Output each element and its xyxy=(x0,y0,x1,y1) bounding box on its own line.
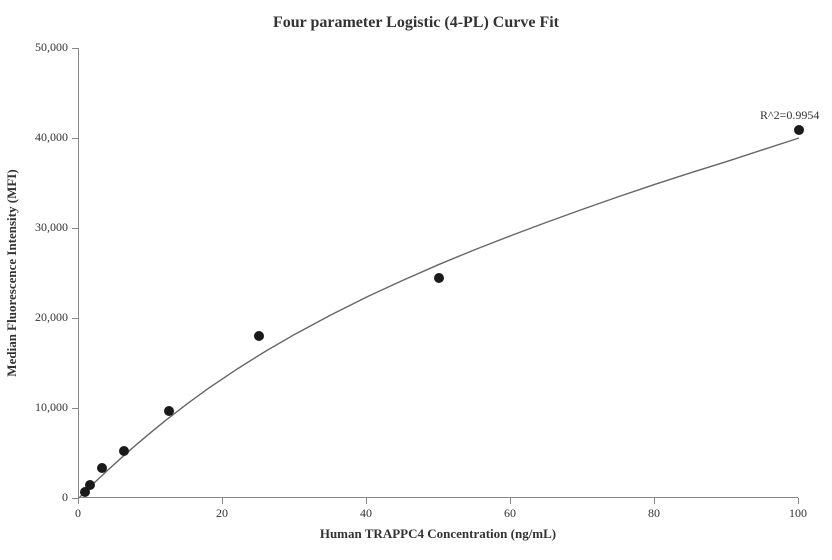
r-squared-annotation: R^2=0.9954 xyxy=(760,108,819,123)
data-point xyxy=(254,331,264,341)
x-tick xyxy=(78,498,79,504)
y-tick-label: 50,000 xyxy=(35,40,68,55)
y-tick xyxy=(72,408,78,409)
y-tick-label: 30,000 xyxy=(35,220,68,235)
y-tick-label: 10,000 xyxy=(35,400,68,415)
x-tick-label: 20 xyxy=(202,506,242,521)
data-point xyxy=(434,273,444,283)
x-tick xyxy=(222,498,223,504)
x-tick-label: 40 xyxy=(346,506,386,521)
x-tick xyxy=(510,498,511,504)
data-point xyxy=(164,406,174,416)
y-tick-label: 40,000 xyxy=(35,130,68,145)
data-point xyxy=(97,463,107,473)
y-tick xyxy=(72,318,78,319)
x-tick-label: 80 xyxy=(634,506,674,521)
data-point xyxy=(794,125,804,135)
data-point xyxy=(85,480,95,490)
x-tick-label: 100 xyxy=(778,506,818,521)
x-axis-label: Human TRAPPC4 Concentration (ng/mL) xyxy=(258,526,618,542)
data-point xyxy=(119,446,129,456)
plot-area xyxy=(78,48,798,498)
x-tick xyxy=(798,498,799,504)
x-tick-label: 60 xyxy=(490,506,530,521)
y-axis-label: Median Fluorescence Intensity (MFI) xyxy=(4,143,20,403)
y-tick xyxy=(72,138,78,139)
chart-container: Four parameter Logistic (4-PL) Curve Fit… xyxy=(0,0,832,560)
fit-curve-path xyxy=(79,138,799,498)
x-tick-label: 0 xyxy=(58,506,98,521)
chart-title: Four parameter Logistic (4-PL) Curve Fit xyxy=(0,14,832,32)
y-tick-label: 20,000 xyxy=(35,310,68,325)
x-tick xyxy=(366,498,367,504)
y-tick-label: 0 xyxy=(62,490,68,505)
y-tick xyxy=(72,228,78,229)
x-tick xyxy=(654,498,655,504)
y-tick xyxy=(72,48,78,49)
